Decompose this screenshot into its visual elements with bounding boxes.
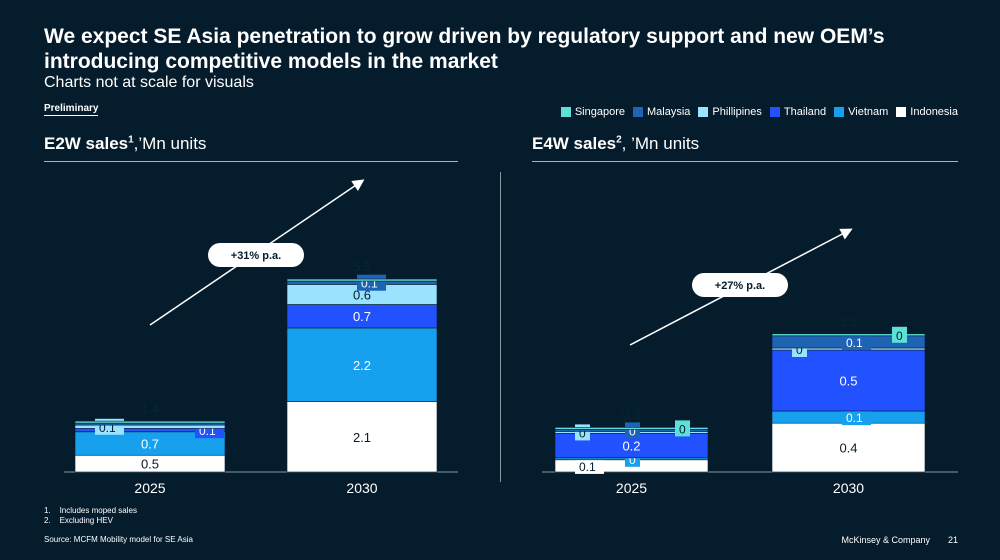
footnotes: 1. Includes moped sales 2. Excluding HEV	[44, 506, 137, 526]
e4w-label-2030-singapore: 0	[896, 329, 903, 343]
e4w-callout-box-2025-malaysia	[625, 422, 640, 439]
e4w-total-2030: 1.1	[839, 314, 857, 329]
page-title: We expect SE Asia penetration to grow dr…	[44, 25, 885, 73]
e4w-growth-pill	[692, 273, 788, 297]
e4w-bar-2030-indonesia	[771, 422, 926, 473]
e2w-label-2030-indonesia: 2.1	[353, 430, 371, 445]
e4w-callout-box-2025-singapore	[675, 420, 690, 437]
e2w-label-2030-phillipines: 0.6	[353, 287, 371, 302]
legend-label: Singapore	[574, 106, 625, 118]
legend-label: Thailand	[783, 106, 827, 118]
legend-item-phillipines: Phillipines	[698, 106, 762, 118]
legend-item-indonesia: Indonesia	[896, 106, 958, 118]
legend-swatch	[698, 107, 709, 117]
e4w-label-2025-phillipines: 0	[579, 426, 586, 440]
e4w-title-rule	[532, 161, 958, 162]
e4w-label-2025-thailand: 0.2	[622, 439, 640, 454]
e4w-label-2025-malaysia: 0	[629, 424, 636, 438]
legend-label: Indonesia	[910, 106, 958, 118]
e4w-bar-2030-thailand	[771, 349, 926, 412]
legend-label: Vietnam	[848, 106, 889, 118]
page-subtitle: Charts not at scale for visuals	[44, 74, 254, 91]
e2w-label-2025-vietnam: 0.7	[141, 437, 159, 452]
footnote-1: 1. Includes moped sales	[44, 506, 137, 515]
source-note: Source: MCFM Mobility model for SE Asia	[44, 535, 193, 544]
e4w-bar-2030-singapore	[771, 333, 926, 337]
legend-label: Malaysia	[646, 106, 691, 118]
e2w-bar-2030-indonesia	[286, 401, 438, 473]
e2w-bar-2030-vietnam	[286, 327, 438, 402]
legend-label: Phillipines	[712, 106, 762, 118]
e4w-label-2030-indonesia: 0.4	[839, 441, 857, 456]
brand-label: McKinsey & Company	[841, 535, 930, 545]
e4w-bar-2025-singapore	[554, 427, 709, 430]
e4w-callout-box-2025-indonesia	[575, 457, 604, 474]
e4w-label-2025-vietnam: 0	[629, 453, 636, 467]
e2w-title-rule	[44, 161, 458, 162]
e2w-category-2025: 2025	[134, 480, 165, 496]
page-number: 21	[947, 535, 958, 545]
legend-swatch	[560, 107, 571, 117]
e4w-label-2025-indonesia: 0.1	[579, 460, 596, 474]
legend-item-malaysia: Malaysia	[632, 106, 691, 118]
e4w-growth-label: +27% p.a.	[715, 280, 765, 292]
e4w-label-2030-phillipines: 0	[796, 343, 803, 357]
legend-swatch	[834, 107, 845, 117]
legend-swatch	[632, 107, 643, 117]
e2w-chart-title: E2W sales1,’Mn units	[44, 134, 207, 153]
e2w-bar-2025-singapore	[74, 420, 226, 424]
footnote-2: 2. Excluding HEV	[44, 516, 113, 525]
chart-divider	[500, 172, 501, 482]
e4w-label-2030-thailand: 0.5	[839, 374, 857, 389]
e2w-bar-2030-singapore	[286, 278, 438, 282]
e2w-label-2030-thailand: 0.7	[353, 309, 371, 324]
e4w-chart-title: E4W sales2, ’Mn units	[532, 134, 700, 153]
e2w-total-2025: 1.4	[141, 401, 159, 416]
e2w-label-2025-indonesia: 0.5	[141, 457, 159, 472]
e2w-callout-box-2030-malaysia	[357, 274, 386, 291]
legend-item-thailand: Thailand	[769, 106, 827, 118]
preliminary-tag: Preliminary	[44, 103, 99, 116]
e2w-growth-pill	[208, 243, 304, 267]
e4w-callout-box-2030-vietnam	[842, 409, 871, 426]
legend-item-vietnam: Vietnam	[834, 106, 888, 118]
e2w-total-2030: 5.5	[353, 259, 371, 274]
e4w-category-2025: 2025	[616, 480, 647, 496]
e4w-label-2030-malaysia: 0.1	[846, 336, 863, 350]
legend-swatch	[896, 107, 907, 117]
e4w-label-2030-vietnam: 0.1	[846, 411, 863, 425]
e4w-callout-box-2030-singapore	[892, 326, 907, 343]
e4w-total-2025: 0.3	[622, 407, 640, 422]
e4w-category-2030: 2030	[833, 480, 864, 496]
e2w-growth-label: +31% p.a.	[231, 250, 281, 262]
e2w-category-2030: 2030	[346, 480, 377, 496]
legend-swatch	[769, 107, 780, 117]
legend-item-singapore: Singapore	[560, 106, 625, 118]
chart-legend: Singapore Malaysia Phillipines Thailand Viet…	[560, 106, 958, 118]
e4w-label-2025-singapore: 0	[679, 422, 686, 436]
e4w-callout-box-2030-malaysia	[842, 333, 871, 350]
e2w-label-2030-vietnam: 2.2	[353, 358, 371, 373]
